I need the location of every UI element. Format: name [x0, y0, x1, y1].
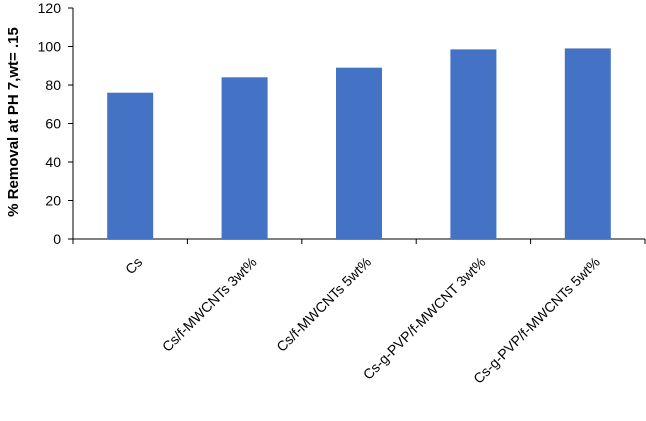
y-tick-label: 120 — [38, 0, 62, 16]
y-tick-label: 100 — [38, 39, 62, 55]
y-tick-label: 60 — [45, 116, 61, 132]
y-tick-label: 80 — [45, 77, 61, 93]
bar — [221, 77, 268, 239]
x-axis — [72, 238, 646, 244]
y-tick-label: 20 — [45, 193, 61, 209]
category-label: Cs/f-MWCNTs 3wt% — [159, 254, 260, 355]
category-label: Cs — [122, 254, 145, 277]
bar — [450, 49, 497, 240]
y-axis: 0 20 40 60 80 100 120 — [38, 0, 74, 247]
bar — [564, 48, 611, 239]
y-tick-label: 0 — [53, 231, 61, 247]
category-labels: Cs Cs/f-MWCNTs 3wt% Cs/f-MWCNTs 5wt%Cs-g-P… — [122, 254, 603, 387]
bar — [107, 92, 154, 239]
category-label: Cs/f-MWCNTs 5wt% — [273, 254, 374, 355]
y-tick-label: 40 — [45, 154, 61, 170]
bar — [336, 67, 382, 239]
y-axis-title: % Removal at PH 7,wt= .15 — [5, 27, 22, 217]
bars — [107, 48, 611, 240]
category-label: Cs-g-PVP/f-MWCNT 3wt% — [360, 254, 489, 383]
category-label: Cs-g-PVP/f-MWCNTs 5wt% — [470, 254, 603, 387]
